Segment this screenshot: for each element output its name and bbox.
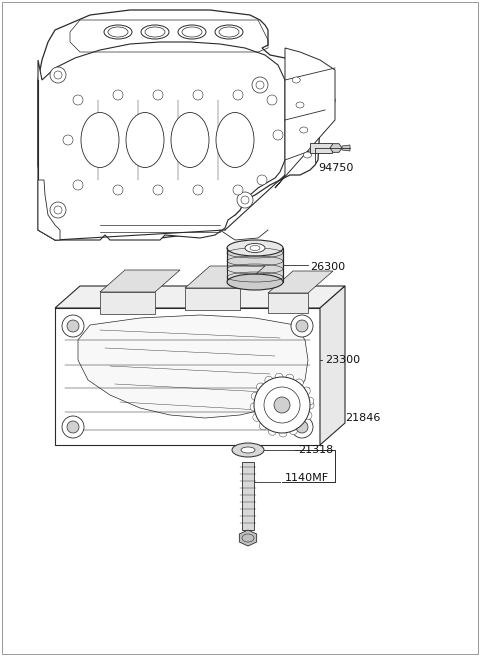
Ellipse shape — [292, 77, 300, 83]
Circle shape — [193, 90, 203, 100]
Ellipse shape — [291, 315, 313, 337]
Ellipse shape — [241, 447, 255, 453]
Polygon shape — [185, 266, 265, 288]
Circle shape — [279, 429, 287, 437]
Polygon shape — [185, 288, 240, 310]
Circle shape — [73, 180, 83, 190]
Ellipse shape — [171, 112, 209, 167]
Circle shape — [193, 185, 203, 195]
Polygon shape — [310, 143, 332, 153]
Ellipse shape — [62, 416, 84, 438]
Circle shape — [153, 90, 163, 100]
Circle shape — [268, 427, 276, 436]
Circle shape — [286, 374, 294, 382]
Polygon shape — [268, 293, 308, 313]
Circle shape — [259, 422, 267, 430]
Circle shape — [67, 320, 79, 332]
Circle shape — [252, 77, 268, 93]
Circle shape — [304, 411, 312, 419]
Circle shape — [296, 320, 308, 332]
Circle shape — [256, 383, 264, 391]
Polygon shape — [342, 145, 350, 151]
Polygon shape — [55, 286, 345, 308]
Circle shape — [50, 202, 66, 218]
Text: 21318: 21318 — [298, 445, 333, 455]
Polygon shape — [275, 48, 335, 188]
Ellipse shape — [245, 243, 265, 253]
Ellipse shape — [215, 25, 243, 39]
Circle shape — [63, 135, 73, 145]
Text: 21846: 21846 — [345, 413, 380, 423]
Polygon shape — [38, 10, 335, 238]
Circle shape — [302, 387, 310, 395]
Polygon shape — [38, 42, 285, 240]
Polygon shape — [38, 180, 60, 240]
Circle shape — [274, 397, 290, 413]
Polygon shape — [55, 308, 320, 445]
Circle shape — [306, 397, 314, 405]
Ellipse shape — [296, 102, 304, 108]
Ellipse shape — [81, 112, 119, 167]
Circle shape — [295, 379, 303, 387]
Ellipse shape — [227, 240, 283, 256]
Polygon shape — [100, 292, 155, 314]
Polygon shape — [320, 286, 345, 445]
Polygon shape — [268, 271, 333, 293]
Circle shape — [233, 185, 243, 195]
Circle shape — [50, 67, 66, 83]
Text: 94750: 94750 — [318, 163, 353, 173]
Circle shape — [273, 130, 283, 140]
Ellipse shape — [227, 274, 283, 290]
Circle shape — [113, 90, 123, 100]
Circle shape — [252, 392, 259, 400]
Circle shape — [254, 377, 310, 433]
Polygon shape — [100, 270, 180, 292]
Circle shape — [265, 377, 273, 384]
Ellipse shape — [232, 443, 264, 457]
Ellipse shape — [62, 315, 84, 337]
Circle shape — [289, 426, 298, 434]
Polygon shape — [78, 315, 308, 418]
Ellipse shape — [303, 152, 312, 158]
Circle shape — [267, 95, 277, 105]
Circle shape — [306, 401, 314, 409]
Polygon shape — [240, 530, 257, 546]
Text: 23300: 23300 — [325, 355, 360, 365]
Ellipse shape — [104, 25, 132, 39]
Circle shape — [67, 421, 79, 433]
Ellipse shape — [216, 112, 254, 167]
Circle shape — [298, 420, 306, 428]
Polygon shape — [330, 144, 342, 152]
Ellipse shape — [178, 25, 206, 39]
Circle shape — [250, 403, 258, 411]
Circle shape — [73, 95, 83, 105]
Circle shape — [253, 413, 261, 421]
Circle shape — [113, 185, 123, 195]
Ellipse shape — [141, 25, 169, 39]
Circle shape — [237, 192, 253, 208]
Circle shape — [257, 175, 267, 185]
Circle shape — [153, 185, 163, 195]
Circle shape — [275, 373, 283, 381]
Text: 26300: 26300 — [310, 262, 345, 272]
Circle shape — [296, 421, 308, 433]
Circle shape — [233, 90, 243, 100]
Polygon shape — [227, 248, 283, 282]
Ellipse shape — [291, 416, 313, 438]
Polygon shape — [242, 462, 254, 530]
Ellipse shape — [300, 127, 308, 133]
Text: 1140MF: 1140MF — [285, 473, 329, 483]
Ellipse shape — [126, 112, 164, 167]
